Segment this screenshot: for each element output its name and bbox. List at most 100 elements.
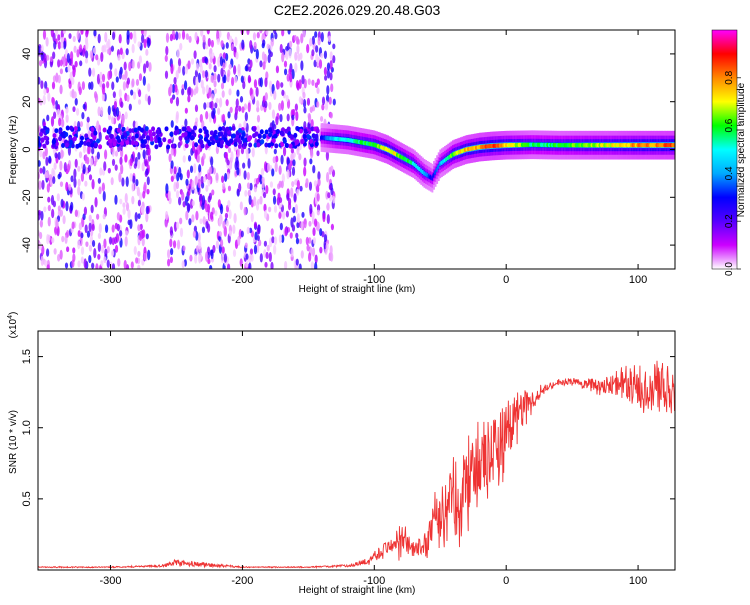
spectrogram-cell [293,193,297,202]
spectrogram-cell [60,198,64,208]
spectrogram-cell [112,31,116,41]
spectrogram-cell [57,254,61,262]
spectrogram-cell [281,234,285,244]
spectrogram-cell [123,259,127,269]
spectrogram-cell [220,82,225,90]
spectrogram-cell [182,126,187,132]
spectrogram-cell [92,135,97,141]
spectrogram-cell [294,203,298,214]
spectrogram-cell [124,193,128,204]
spectrogram-cell [303,166,307,177]
spectrogram-cell [62,215,66,225]
spectrogram-cell [109,133,114,139]
spectrogram-cell [115,106,120,118]
spectrogram-cell [57,151,61,161]
spectrogram-cell [316,61,320,67]
spectrogram-cell [142,229,146,239]
snr-y-axis: 0.5 1.0 1.5 [21,349,675,507]
spectrogram-cell [122,207,126,215]
spectrogram-cell [175,69,179,80]
spectrogram-cell [88,244,93,252]
spectrogram-cell [146,37,151,49]
spectrogram-cell [142,190,146,199]
spectrogram-cell [170,63,174,75]
spectrogram-cell [59,68,63,75]
spectrogram-cell [326,68,330,79]
spectrogram-cell [193,163,197,174]
spectrogram-cell [66,52,71,63]
spectrogram-cell [211,75,215,83]
spectrogram-cell [291,180,295,188]
spectrogram-cell [66,229,70,238]
spectrogram-cell [330,83,334,93]
spectrogram-cell [310,261,314,269]
spectrogram-cell [125,202,130,212]
spectrogram-cell [177,58,182,67]
spectrogram-cell [169,33,174,42]
spectrogram-cell [88,254,92,264]
spectrogram-cell [302,91,306,99]
spectrogram-cell [83,206,88,216]
spectrogram-cell [273,90,277,101]
spectrogram-cell [58,136,63,142]
spectrogram-cell [52,133,57,139]
spectrogram-cell [59,59,63,67]
spectrogram-cell [91,262,95,269]
spectrogram-cell [265,251,269,260]
spectrogram-cell [97,106,101,117]
spectrogram-cell [281,30,285,37]
spectrogram-cell [318,59,323,69]
spectrogram-cell [256,235,260,242]
spectrogram-cell [137,99,142,105]
spectrogram-cell [319,228,323,236]
spectrogram-cell [182,65,186,76]
spectrogram-cell [274,143,279,149]
spectrogram-cell [307,78,311,85]
spectrogram-cell [181,84,185,90]
spectrogram-cell [199,59,203,68]
spectrogram-cell [43,53,47,63]
spectrogram-cell [213,88,217,94]
spectrogram-cell [225,219,229,227]
spectrogram-cell [307,113,312,124]
spectrogram-cell [98,186,102,195]
spectrogram-cell [46,54,50,61]
spectrogram-cell [98,223,102,234]
spectrogram-cell [80,30,84,35]
spectrogram-cell [47,196,51,203]
spectrogram-cell [78,151,83,159]
spectrogram-cell [103,45,107,53]
spectrogram-cell [170,147,174,156]
spectrogram-cell [247,74,251,84]
spectrogram-cell [93,30,97,37]
spectrogram-cell [198,252,203,261]
spectrogram-cell [107,70,111,81]
spectrogram-cell [162,137,167,143]
spectrogram-cell [59,249,63,260]
spectrogram-cell [60,36,64,43]
spectrogram-cell [279,113,283,123]
spectrogram-cell [165,183,169,194]
spectrogram-cell [282,138,287,144]
spectrogram-cell [211,189,215,196]
spectrogram-cell [189,165,194,173]
spectrogram-cell [59,209,64,217]
spectrogram-cell [256,142,261,148]
spectrogram-cell [171,94,176,100]
spectrogram-cell [255,48,259,60]
spectrogram-cell [111,263,116,269]
spectrogram-cell [175,181,180,190]
spectrogram-cell [280,131,285,137]
spectrogram-cell [222,62,226,70]
spectrogram-cell [73,126,78,132]
spectrogram-cell [217,73,221,83]
spectrogram-cell [90,142,95,148]
spectrogram-cell [280,82,284,88]
spectrogram-cell [107,167,111,174]
spectrogram-cell [52,51,56,60]
spectrogram-cell [280,100,284,111]
spectrogram-cell [279,222,283,231]
spectrogram-cell [134,211,138,222]
spectrogram-cell [198,128,203,134]
